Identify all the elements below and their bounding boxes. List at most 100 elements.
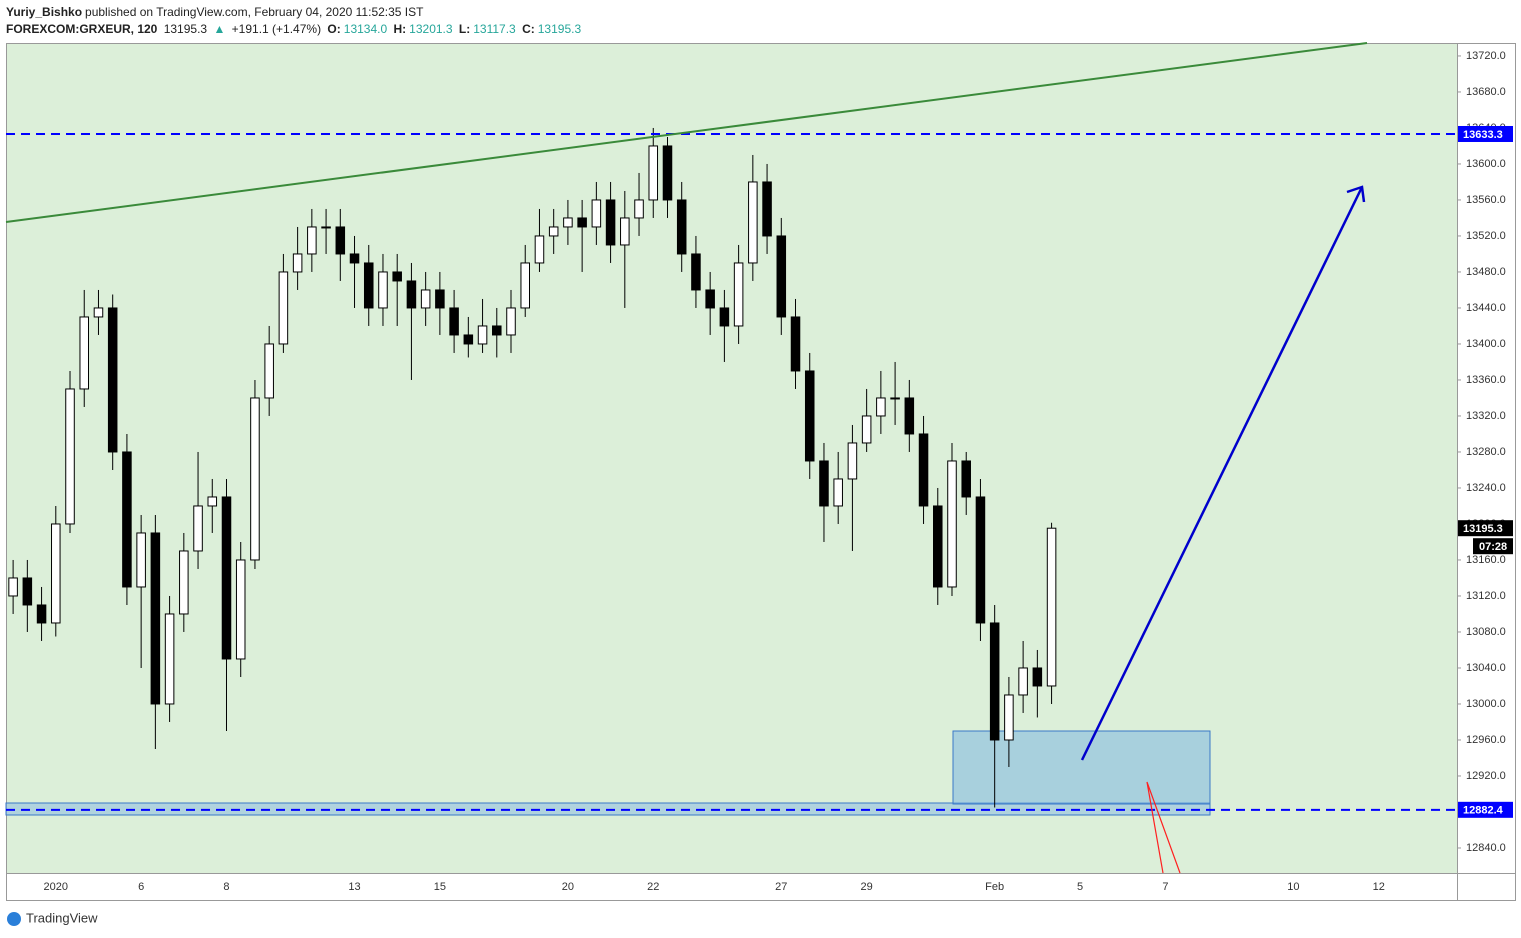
candle-body <box>1032 667 1043 687</box>
candle-body <box>420 289 431 309</box>
candle-body <box>136 532 146 588</box>
candle-body <box>363 262 374 309</box>
candle-body <box>819 460 829 507</box>
y-tick-label: 13360.0 <box>1466 374 1506 386</box>
candle-body <box>292 253 303 273</box>
candle-body <box>776 235 787 318</box>
x-tick-label: 15 <box>434 881 446 893</box>
y-tick-label: 13520.0 <box>1466 230 1506 242</box>
candle-body <box>307 226 317 255</box>
candle-body <box>762 181 772 237</box>
candle-body <box>648 145 659 201</box>
y-tick-label: 12880.0 <box>1466 806 1506 818</box>
x-tick-label: 8 <box>223 881 229 893</box>
last-price-tag <box>1458 520 1513 537</box>
candle-body <box>861 415 872 444</box>
y-tick-label: 13720.0 <box>1466 50 1506 62</box>
x-tick-label: 7 <box>1162 881 1168 893</box>
candle-body <box>335 226 346 255</box>
candle-body <box>179 550 189 615</box>
candle-body <box>22 577 33 606</box>
candle-body <box>961 460 971 498</box>
author: Yuriy_Bishko <box>6 5 83 19</box>
y-tick-label: 12920.0 <box>1466 770 1506 782</box>
candle-body <box>449 307 459 336</box>
y-tick-label: 13000.0 <box>1466 698 1506 710</box>
candle-body <box>477 325 488 345</box>
y-tick-label: 13200.0 <box>1466 518 1506 530</box>
last: 13195.3 <box>163 22 208 36</box>
y-tick-label: 13320.0 <box>1466 410 1506 422</box>
x-tick-label: 10 <box>1287 881 1299 893</box>
published: published on TradingView.com, February 0… <box>85 5 424 19</box>
candle-body <box>122 451 132 588</box>
candle-body <box>634 199 644 219</box>
plot-background <box>6 43 1457 873</box>
candle-body <box>107 307 118 453</box>
y-tick-label: 12960.0 <box>1466 734 1506 746</box>
x-tick-label: 2020 <box>44 881 68 893</box>
candle-body <box>904 397 915 435</box>
candle-body <box>534 235 545 264</box>
candle-body <box>847 442 858 480</box>
y-tick-label: 13440.0 <box>1466 302 1506 314</box>
level-tag <box>1458 801 1513 818</box>
candle-body <box>8 577 18 597</box>
x-tick-label: 27 <box>775 881 787 893</box>
candle-body <box>79 316 90 390</box>
y-tick-label: 13240.0 <box>1466 482 1506 494</box>
candle-body <box>705 289 715 309</box>
candle-body <box>577 217 587 228</box>
level-tag <box>1458 125 1513 142</box>
frame <box>6 43 1516 901</box>
candle-body <box>662 145 673 201</box>
l-value: 13117.3 <box>473 22 516 36</box>
candle-body <box>278 271 289 345</box>
countdown-tag <box>1473 538 1513 555</box>
demand-zone <box>952 730 1211 805</box>
y-tick-label: 13280.0 <box>1466 446 1506 458</box>
candle-body <box>492 325 502 336</box>
y-tick-label: 12840.0 <box>1466 842 1506 854</box>
candle-body <box>989 622 1000 741</box>
c-value: 13195.3 <box>537 22 582 36</box>
candle-body <box>947 460 957 588</box>
footer-logo: TradingView <box>7 910 98 926</box>
candle-body <box>51 523 61 624</box>
candle-body <box>876 397 886 417</box>
candle-body <box>392 271 402 282</box>
target-arrow <box>1080 186 1364 761</box>
candle-body <box>520 262 530 309</box>
last-price-label: 13195.3 <box>1463 523 1503 535</box>
candle-body <box>164 613 175 705</box>
red-lines <box>1146 781 1181 874</box>
c-label: C: <box>522 22 535 36</box>
y-tick-label: 13120.0 <box>1466 590 1506 602</box>
x-tick-label: 13 <box>348 881 360 893</box>
support-band <box>5 802 1211 816</box>
change-arrow: ▲ <box>213 22 226 36</box>
y-tick-label: 13400.0 <box>1466 338 1506 350</box>
x-tick-label: 20 <box>562 881 574 893</box>
change: +191.1 (+1.47%) <box>231 22 322 36</box>
candle-body <box>321 226 331 229</box>
candle-body <box>1046 527 1057 687</box>
candle-body <box>804 370 815 462</box>
h-label: H: <box>393 22 407 36</box>
x-tick-label: Feb <box>985 881 1004 893</box>
candle-body <box>691 253 701 291</box>
candle-body <box>378 271 388 309</box>
candle-body <box>733 262 744 327</box>
candle-body <box>1018 667 1028 696</box>
y-tick-label: 13080.0 <box>1466 626 1506 638</box>
candle-body <box>591 199 602 228</box>
candle-body <box>406 280 417 309</box>
candle-body <box>264 343 274 399</box>
candle-body <box>833 478 843 507</box>
arrow-head <box>1346 185 1366 203</box>
candle-body <box>605 199 616 246</box>
candle-body <box>620 217 630 246</box>
x-tick-label: 29 <box>861 881 873 893</box>
